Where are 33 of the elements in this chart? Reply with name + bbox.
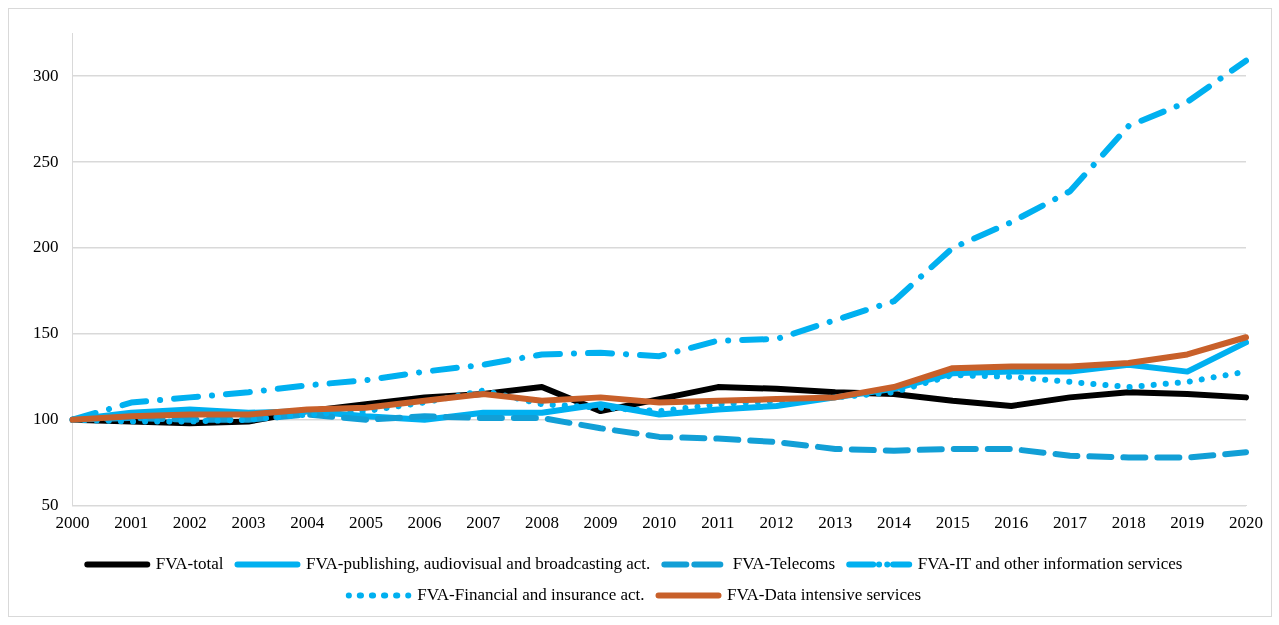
x-tick-label: 2007 [466,513,501,533]
y-tick-label: 200 [33,237,59,257]
legend-label: FVA-IT and other information services [917,553,1183,573]
x-tick-label: 2014 [876,513,912,533]
y-tick-label: 50 [41,495,59,515]
legend-label: FVA-Telecoms [732,553,836,573]
x-tick-label: 2008 [524,513,559,533]
x-tick-label: 2009 [583,513,618,533]
x-tick-label: 2019 [1170,513,1205,533]
legend-label: FVA-publishing, audiovisual and broadcasting act. [305,553,651,573]
x-tick-label: 2005 [348,513,383,533]
y-tick-label: 250 [33,151,59,171]
x-tick-label: 2012 [759,513,794,533]
x-tick-label: 2002 [172,513,207,533]
x-tick-label: 2004 [290,513,325,533]
x-tick-label: 2018 [1111,513,1146,533]
x-tick-label: 2000 [55,513,90,533]
x-tick-label: 2010 [642,513,677,533]
x-tick-label: 2017 [1052,513,1088,533]
x-tick-label: 2015 [935,513,970,533]
x-tick-label: 2011 [701,513,735,533]
x-tick-label: 2006 [407,513,442,533]
x-tick-label: 2013 [818,513,853,533]
x-tick-label: 2003 [231,513,266,533]
legend-label: FVA-Financial and insurance act. [417,584,645,604]
y-tick-label: 150 [33,323,59,343]
x-tick-label: 2001 [114,513,149,533]
legend-label: FVA-total [155,553,224,573]
x-tick-label: 2020 [1229,513,1263,533]
legend-label: FVA-Data intensive services [727,584,922,604]
y-tick-label: 300 [33,65,59,85]
y-tick-label: 100 [33,409,59,429]
x-tick-label: 2016 [994,513,1029,533]
